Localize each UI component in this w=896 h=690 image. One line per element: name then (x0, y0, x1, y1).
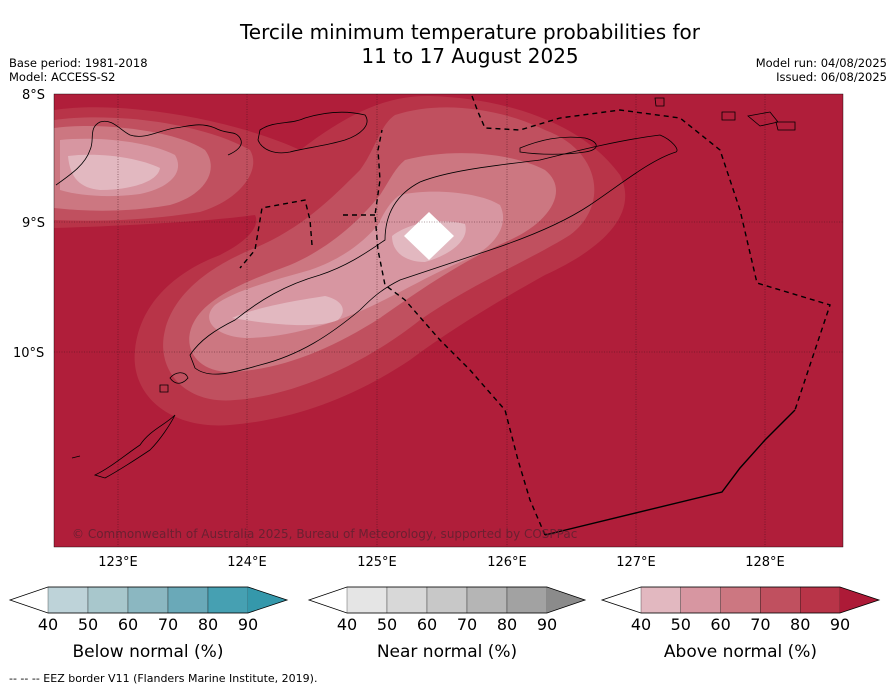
legend-tick-label: 50 (671, 615, 691, 634)
probability-contours (54, 95, 626, 426)
lat-label: 8°S (22, 88, 45, 103)
legend-swatch (640, 586, 681, 614)
meta-left: Base period: 1981-2018 Model: ACCESS-S2 (9, 56, 148, 84)
model-run: Model run: 04/08/2025 (755, 56, 887, 70)
graticule (54, 94, 843, 547)
legend-tick-label: 80 (198, 615, 218, 634)
eez-border (239, 95, 831, 536)
legend-extend-right (840, 587, 879, 613)
meta-right: Model run: 04/08/2025 Issued: 06/08/2025 (756, 56, 887, 84)
copyright-text: © Commonwealth of Australia 2025, Bureau… (72, 527, 577, 541)
legend-label: Near normal (%) (377, 642, 517, 662)
probability-map: © Commonwealth of Australia 2025, Bureau… (13, 88, 844, 570)
legend-swatch (506, 586, 548, 614)
legend-swatch (47, 586, 89, 614)
legend-extend-left (309, 587, 347, 613)
legend-tick-label: 60 (710, 615, 730, 634)
legend-swatch (720, 586, 761, 614)
legend-above-normal: 40 50 60 70 80 90 Above normal (%) (600, 586, 881, 662)
base-period: Base period: 1981-2018 (9, 56, 148, 70)
legend-tick-label: 90 (537, 615, 557, 634)
issued-date: Issued: 06/08/2025 (776, 70, 887, 84)
contour-40 (232, 296, 343, 326)
lon-label: 124°E (227, 555, 267, 570)
coast-small-islands (71, 97, 796, 459)
legend-swatch (207, 586, 249, 614)
legend-tick-label: 80 (497, 615, 517, 634)
legend-outline (307, 586, 587, 614)
legend-extend-left (10, 587, 48, 613)
legend-extend-right (248, 587, 287, 613)
model-name: Model: ACCESS-S2 (9, 70, 116, 84)
legend-swatch (760, 586, 801, 614)
eez-footnote: -- -- -- EEZ border V11 (Flanders Marine… (9, 672, 318, 685)
legend-swatch (346, 586, 388, 614)
title-line-1: Tercile minimum temperature probabilitie… (239, 20, 701, 44)
coast-sumba-rote (93, 414, 176, 479)
legend-tick-label: 70 (158, 615, 178, 634)
lon-label: 123°E (98, 555, 138, 570)
legend-outline (600, 586, 881, 614)
legend-near-normal: 40 50 60 70 80 90 Near normal (%) (307, 586, 587, 662)
contour-40c (68, 154, 160, 190)
legend-swatch (680, 586, 721, 614)
lon-label: 128°E (745, 555, 785, 570)
legend-extend-right (547, 587, 585, 613)
legend-swatch (167, 586, 209, 614)
chart-title: Tercile minimum temperature probabilitie… (170, 20, 770, 68)
lat-label: 10°S (13, 346, 44, 361)
coast-timor (189, 134, 678, 375)
title-line-2: 11 to 17 August 2025 (361, 44, 579, 68)
legend-tick-label: 50 (78, 615, 98, 634)
legend-tick-label: 40 (337, 615, 357, 634)
legend-tick-label: 90 (830, 615, 850, 634)
legend-extend-left (602, 587, 641, 613)
no-data-cell (404, 212, 454, 260)
coastlines (55, 97, 796, 479)
legend-swatch (800, 586, 841, 614)
lon-label: 127°E (616, 555, 656, 570)
coast-flores-islands (55, 120, 242, 186)
legend-below-normal: 40 50 60 70 80 90 Below normal (%) (8, 586, 289, 662)
legend-tick-label: 40 (38, 615, 58, 634)
legend-tick-label: 70 (457, 615, 477, 634)
legend-label: Below normal (%) (73, 642, 224, 662)
legend-outline (8, 586, 289, 614)
legend-label: Above normal (%) (664, 642, 817, 662)
legend-swatch (87, 586, 129, 614)
legend-tick-label: 50 (377, 615, 397, 634)
lon-label: 125°E (357, 555, 397, 570)
lon-label: 126°E (487, 555, 527, 570)
legend-swatch (127, 586, 169, 614)
legend-swatch (466, 586, 508, 614)
legend-tick-label: 70 (750, 615, 770, 634)
legend-swatch (386, 586, 428, 614)
coast-alor (257, 111, 368, 154)
legend-tick-label: 40 (631, 615, 651, 634)
legend-tick-label: 60 (118, 615, 138, 634)
legend-tick-label: 90 (238, 615, 258, 634)
lat-label: 9°S (22, 216, 45, 231)
legend-swatch (426, 586, 468, 614)
legend-tick-label: 80 (790, 615, 810, 634)
legend-tick-label: 60 (417, 615, 437, 634)
coast-wetar (519, 136, 597, 155)
map-frame (53, 93, 844, 548)
